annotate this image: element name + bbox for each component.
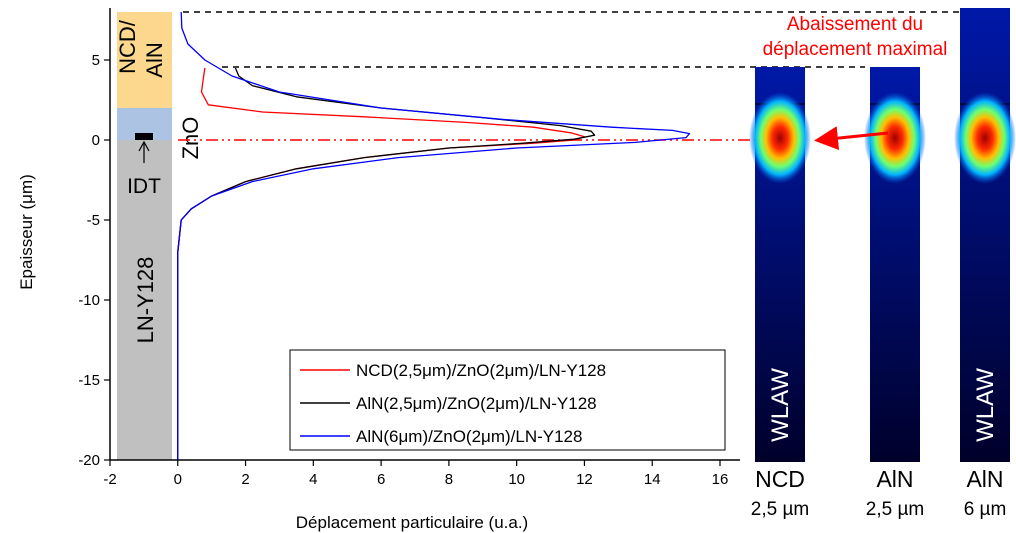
layer-label-0: NCD/ (115, 19, 140, 74)
series-group (177, 11, 691, 460)
x-tick-label: -2 (103, 471, 116, 488)
y-axis-label: Epaisseur (μm) (17, 174, 36, 290)
x-axis-ticks: -2 0 2 4 6 8 10 12 14 16 (103, 460, 728, 488)
y-tick-label: -20 (78, 452, 100, 469)
y-tick-label: 5 (92, 52, 100, 69)
panel-thickness: 2,5 µm (751, 499, 809, 520)
panel-material: AlN (966, 466, 1003, 492)
layer-label-0b: AlN (142, 42, 167, 77)
displacement-field (954, 92, 1016, 184)
x-tick-label: 6 (377, 471, 385, 488)
panel-material: AlN (876, 466, 913, 492)
panel-thickness: 6 µm (964, 499, 1007, 520)
x-tick-label: 0 (174, 471, 182, 488)
mode-panel-1 (864, 67, 926, 462)
legend: NCD(2,5μm)/ZnO(2μm)/LN-Y128 AlN(2,5μm)/Zn… (289, 349, 726, 451)
legend-label-2: AlN(6μm)/ZnO(2μm)/LN-Y128 (356, 427, 582, 446)
mode-panel-0: WLAW (749, 67, 811, 462)
panel-tag: WLAW (972, 368, 999, 442)
layer-label-1: ZnO (178, 117, 203, 160)
panel-tag: WLAW (767, 368, 794, 442)
y-tick-label: -5 (87, 212, 100, 229)
displacement-field (864, 92, 926, 184)
x-tick-label: 8 (445, 471, 453, 488)
x-tick-label: 14 (644, 471, 661, 488)
annotation-line2: déplacement maximal (763, 39, 948, 60)
y-tick-label: 0 (92, 132, 100, 149)
series-line-2 (177, 11, 691, 460)
layer-band-0 (117, 12, 172, 108)
x-axis-label: Déplacement particulaire (u.a.) (296, 513, 528, 532)
layer-bands: NCD/AlN ZnO LN-Y128 (115, 12, 203, 460)
annotation-line1: Abaissement du (787, 14, 923, 35)
reference-lines (178, 11, 960, 141)
layer-label-2: LN-Y128 (133, 257, 158, 344)
panel-material: NCD (755, 466, 805, 492)
y-axis-ticks: 5 0 -5 -10 -15 -20 (78, 52, 110, 469)
x-tick-label: 12 (576, 471, 593, 488)
legend-label-1: AlN(2,5μm)/ZnO(2μm)/LN-Y128 (356, 394, 597, 413)
mode-panel-2: WLAW (954, 8, 1016, 462)
x-tick-label: 16 (712, 471, 729, 488)
x-tick-label: 2 (241, 471, 249, 488)
plot-frame (109, 8, 740, 461)
lowering-arrow (814, 126, 889, 151)
panel-thickness: 2,5 µm (866, 499, 924, 520)
idt-label: IDT (127, 175, 161, 198)
x-tick-label: 4 (309, 471, 317, 488)
legend-label-0: NCD(2,5μm)/ZnO(2μm)/LN-Y128 (356, 361, 606, 380)
y-tick-label: -15 (78, 372, 100, 389)
mode-panels: WLAW NCD 2,5 µm AlN 2,5 µm WLAW AlN 6 µm (749, 8, 1016, 520)
x-tick-label: 10 (508, 471, 525, 488)
layer-band-2 (117, 140, 172, 460)
displacement-field (749, 92, 811, 184)
y-tick-label: -10 (78, 292, 100, 309)
idt-electrode: IDT (127, 133, 161, 198)
